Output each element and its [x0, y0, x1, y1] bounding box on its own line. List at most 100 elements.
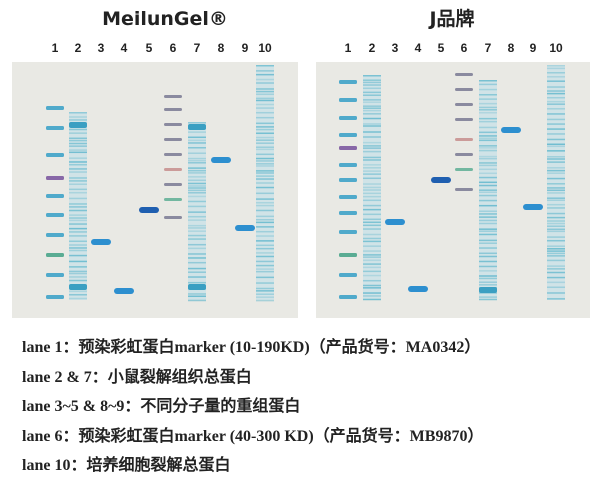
- band: [363, 113, 381, 115]
- band: [547, 298, 565, 300]
- band: [188, 185, 206, 187]
- band: [69, 260, 87, 263]
- band: [256, 153, 274, 156]
- band: [188, 211, 206, 213]
- band: [363, 213, 381, 216]
- band: [256, 247, 274, 250]
- band: [139, 207, 159, 213]
- band: [363, 263, 381, 265]
- band: [69, 244, 87, 246]
- band: [363, 240, 381, 243]
- band: [363, 117, 381, 120]
- band: [479, 189, 497, 191]
- band: [256, 219, 274, 221]
- band: [479, 222, 497, 225]
- band: [256, 230, 274, 233]
- band: [256, 128, 274, 131]
- band: [479, 120, 497, 123]
- band: [256, 293, 274, 295]
- band: [188, 271, 206, 273]
- band: [547, 230, 565, 233]
- band: [46, 106, 64, 110]
- band: [547, 76, 565, 78]
- band: [256, 70, 274, 72]
- band: [363, 266, 381, 269]
- band: [363, 145, 381, 147]
- band: [363, 84, 381, 86]
- band: [256, 287, 274, 290]
- band: [363, 256, 381, 258]
- band: [547, 281, 565, 284]
- caption: lane 6：预染彩虹蛋白marker (40-300 KD)（产品货号：MB9…: [22, 426, 483, 445]
- band: [256, 264, 274, 267]
- band: [547, 228, 565, 231]
- band: [363, 81, 381, 84]
- band: [547, 156, 565, 158]
- band: [69, 240, 87, 243]
- band: [479, 242, 497, 244]
- band: [256, 78, 274, 81]
- band: [69, 272, 87, 275]
- band: [479, 194, 497, 197]
- band: [479, 149, 497, 152]
- band: [479, 164, 497, 167]
- band: [69, 112, 87, 114]
- band: [547, 167, 565, 169]
- band: [479, 281, 497, 283]
- lane-number: 2: [75, 41, 82, 55]
- band: [479, 287, 497, 293]
- band: [547, 150, 565, 152]
- lane-number: 4: [415, 41, 422, 55]
- band: [188, 238, 206, 240]
- band: [69, 163, 87, 166]
- band: [69, 119, 87, 121]
- band: [256, 146, 274, 148]
- band: [69, 171, 87, 173]
- band: [363, 75, 381, 77]
- band: [256, 170, 274, 172]
- band: [256, 148, 274, 151]
- band: [188, 261, 206, 264]
- band: [479, 184, 497, 187]
- band: [339, 195, 357, 199]
- band: [547, 220, 565, 222]
- band: [69, 142, 87, 145]
- band: [363, 105, 381, 107]
- lane-number: 6: [461, 41, 468, 55]
- band: [479, 213, 497, 215]
- band: [339, 178, 357, 182]
- band: [547, 265, 565, 267]
- band: [363, 167, 381, 169]
- band: [188, 200, 206, 203]
- band: [188, 139, 206, 142]
- band: [69, 151, 87, 154]
- band: [164, 183, 182, 186]
- band: [479, 255, 497, 258]
- caption: lane 1：预染彩虹蛋白marker (10-190KD)（产品货号：MA03…: [22, 337, 480, 356]
- band: [363, 199, 381, 202]
- band: [256, 240, 274, 242]
- band: [455, 88, 473, 91]
- band: [188, 179, 206, 182]
- band: [256, 111, 274, 114]
- band: [69, 206, 87, 208]
- band: [69, 214, 87, 216]
- smear: [547, 65, 565, 300]
- band: [363, 292, 381, 294]
- band: [69, 188, 87, 191]
- band: [69, 247, 87, 249]
- band: [69, 290, 87, 293]
- band: [69, 149, 87, 151]
- band: [69, 294, 87, 296]
- band: [408, 286, 428, 292]
- band: [46, 295, 64, 299]
- band: [479, 228, 497, 230]
- band: [114, 288, 134, 294]
- band: [547, 177, 565, 180]
- band: [188, 215, 206, 218]
- band: [479, 94, 497, 96]
- band: [455, 168, 473, 171]
- band: [256, 165, 274, 167]
- band: [188, 172, 206, 174]
- lane-number: 3: [392, 41, 399, 55]
